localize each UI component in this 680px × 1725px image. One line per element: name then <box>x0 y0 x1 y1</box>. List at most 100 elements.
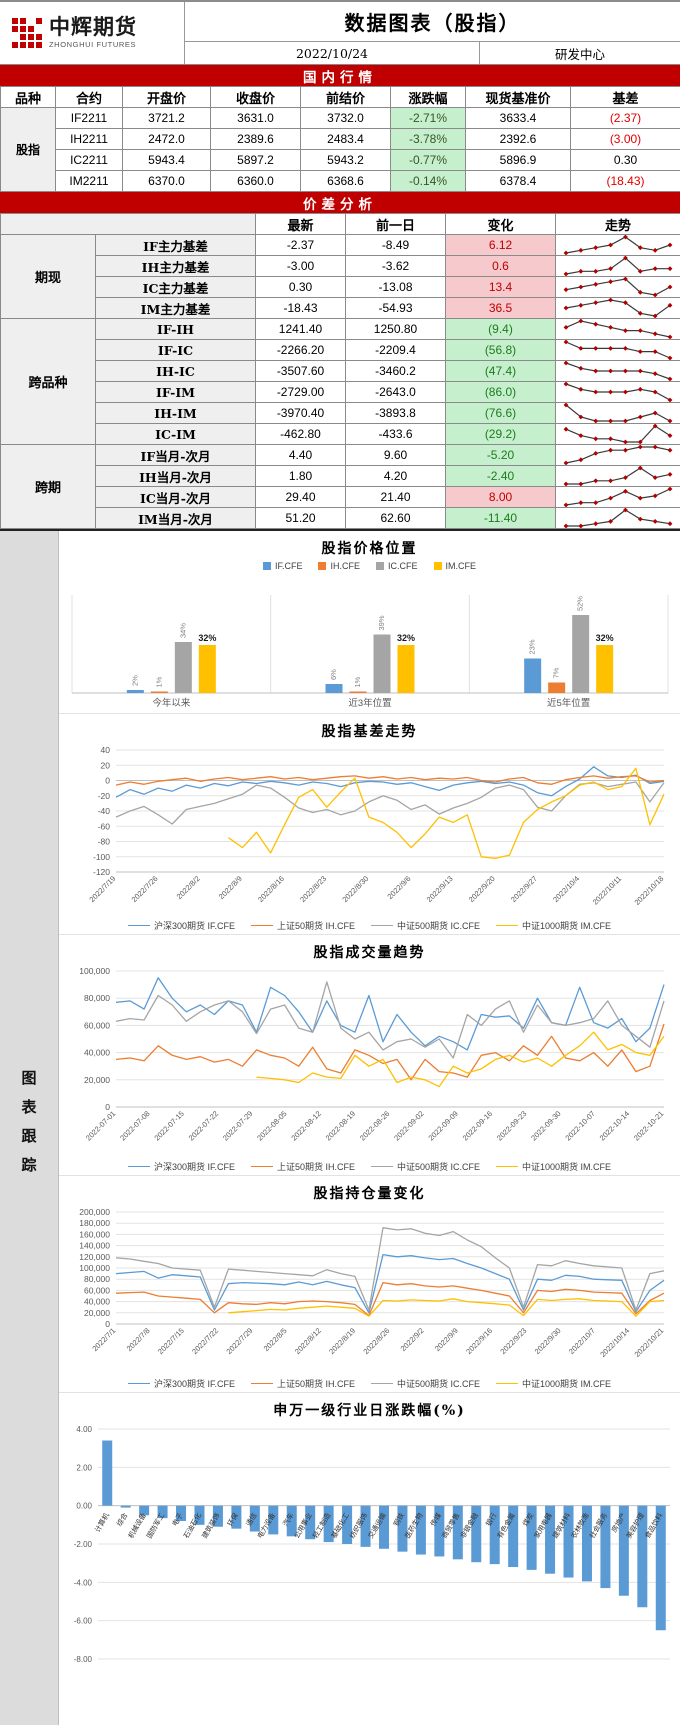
latest-cell: -3507.60 <box>256 361 346 382</box>
trend-cell <box>556 424 680 445</box>
change-pct-cell: -2.71% <box>391 108 466 129</box>
chart-title: 股指价格位置 <box>59 538 680 558</box>
spread-header-blank <box>1 214 256 235</box>
svg-text:2022/8/30: 2022/8/30 <box>340 874 370 904</box>
svg-text:60,000: 60,000 <box>84 1285 110 1295</box>
legend-label: 沪深300期货 IF.CFE <box>154 919 235 932</box>
legend-label: 中证500期货 IC.CFE <box>397 1160 480 1173</box>
close-cell: 3631.0 <box>211 108 301 129</box>
spread-name-cell: IC当月-次月 <box>96 487 256 508</box>
sparkline <box>563 487 673 507</box>
svg-text:近3年位置: 近3年位置 <box>348 697 391 709</box>
legend-label: 上证50期货 IH.CFE <box>277 919 355 932</box>
legend-swatch <box>376 562 384 570</box>
legend-label: 中证500期货 IC.CFE <box>397 1377 480 1390</box>
svg-text:80,000: 80,000 <box>84 1274 110 1284</box>
column-header-change: 涨跌幅 <box>391 87 466 108</box>
spot-cell: 5896.9 <box>466 150 571 171</box>
close-cell: 6360.0 <box>211 171 301 192</box>
svg-text:国防军工: 国防军工 <box>144 1511 166 1540</box>
svg-text:2022-10-14: 2022-10-14 <box>597 1109 630 1142</box>
svg-text:2022/8/19: 2022/8/19 <box>327 1326 357 1356</box>
prev-settle-cell: 3732.0 <box>301 108 391 129</box>
svg-text:2022/7/29: 2022/7/29 <box>224 1326 254 1356</box>
basis-cell: 0.30 <box>571 150 680 171</box>
legend-item: 上证50期货 IH.CFE <box>251 1160 355 1173</box>
charts-sidebar: 图表跟踪 <box>0 531 59 1725</box>
legend-item: 上证50期货 IH.CFE <box>251 1377 355 1390</box>
legend-swatch <box>251 1383 273 1384</box>
svg-text:2022/8/9: 2022/8/9 <box>216 874 243 901</box>
chart-legend: 沪深300期货 IF.CFE 上证50期货 IH.CFE 中证500期货 IC.CF… <box>59 918 680 932</box>
previous-cell: -3893.8 <box>346 403 446 424</box>
spread-name-cell: IM当月-次月 <box>96 508 256 529</box>
spread-name-cell: IC主力基差 <box>96 277 256 298</box>
legend-item: IC.CFE <box>376 561 418 571</box>
column-header-basis: 基差 <box>571 87 680 108</box>
svg-text:2022/10/4: 2022/10/4 <box>551 874 581 904</box>
svg-text:4.00: 4.00 <box>76 1425 92 1434</box>
legend-swatch <box>318 562 326 570</box>
latest-cell: -3970.40 <box>256 403 346 424</box>
svg-text:机械设备: 机械设备 <box>126 1511 148 1540</box>
previous-cell: -3460.2 <box>346 361 446 382</box>
legend-item: 上证50期货 IH.CFE <box>251 919 355 932</box>
contract-cell: IF2211 <box>56 108 123 129</box>
legend-swatch <box>371 1383 393 1384</box>
latest-cell: -18.43 <box>256 298 346 319</box>
column-header-variety: 品种 <box>1 87 56 108</box>
sparkline <box>563 361 673 381</box>
legend-label: IH.CFE <box>330 561 360 571</box>
svg-text:32%: 32% <box>595 633 613 643</box>
svg-text:160,000: 160,000 <box>79 1229 110 1239</box>
legend-swatch <box>371 1166 393 1167</box>
svg-text:180,000: 180,000 <box>79 1218 110 1228</box>
change-pct-cell: -3.78% <box>391 129 466 150</box>
svg-text:2022-10-07: 2022-10-07 <box>563 1109 596 1142</box>
previous-cell: -2643.0 <box>346 382 446 403</box>
previous-cell: -8.49 <box>346 235 446 256</box>
legend-label: 中证500期货 IC.CFE <box>397 919 480 932</box>
trend-cell <box>556 277 680 298</box>
previous-cell: -433.6 <box>346 424 446 445</box>
spread-name-cell: IH-IC <box>96 361 256 382</box>
contract-cell: IM2211 <box>56 171 123 192</box>
spread-name-cell: IH当月-次月 <box>96 466 256 487</box>
svg-text:40,000: 40,000 <box>84 1297 110 1307</box>
report-header: 中辉期货 ZHONGHUI FUTURES 数据图表（股指） 2022/10/2… <box>0 2 680 65</box>
trend-cell <box>556 319 680 340</box>
trend-cell <box>556 361 680 382</box>
trend-cell <box>556 340 680 361</box>
svg-text:2022-08-12: 2022-08-12 <box>289 1109 322 1142</box>
legend-item: 沪深300期货 IF.CFE <box>128 919 235 932</box>
sparkline <box>563 424 673 444</box>
svg-text:32%: 32% <box>396 633 414 643</box>
legend-swatch <box>128 1166 150 1167</box>
svg-text:2022/9/30: 2022/9/30 <box>532 1326 562 1356</box>
previous-cell: -3.62 <box>346 256 446 277</box>
legend-item: 沪深300期货 IF.CFE <box>128 1377 235 1390</box>
svg-text:2022/8/5: 2022/8/5 <box>261 1326 288 1353</box>
svg-text:2022-07-15: 2022-07-15 <box>152 1109 185 1142</box>
report-date: 2022/10/24 <box>185 42 480 64</box>
svg-text:综合: 综合 <box>114 1511 129 1528</box>
svg-text:0.00: 0.00 <box>76 1502 92 1511</box>
latest-cell: -462.80 <box>256 424 346 445</box>
svg-text:2022/10/21: 2022/10/21 <box>632 1326 665 1359</box>
svg-text:1%: 1% <box>154 676 163 687</box>
section-banner-domestic: 国内行情 <box>0 65 680 86</box>
change-cell: 13.4 <box>446 277 556 298</box>
latest-cell: 0.30 <box>256 277 346 298</box>
table-row: IF-IC-2266.20-2209.4(56.8) <box>1 340 680 361</box>
logo-cn: 中辉期货 <box>49 17 137 39</box>
prev-settle-cell: 6368.6 <box>301 171 391 192</box>
column-header-close: 收盘价 <box>211 87 301 108</box>
svg-text:2022-08-05: 2022-08-05 <box>255 1109 288 1142</box>
